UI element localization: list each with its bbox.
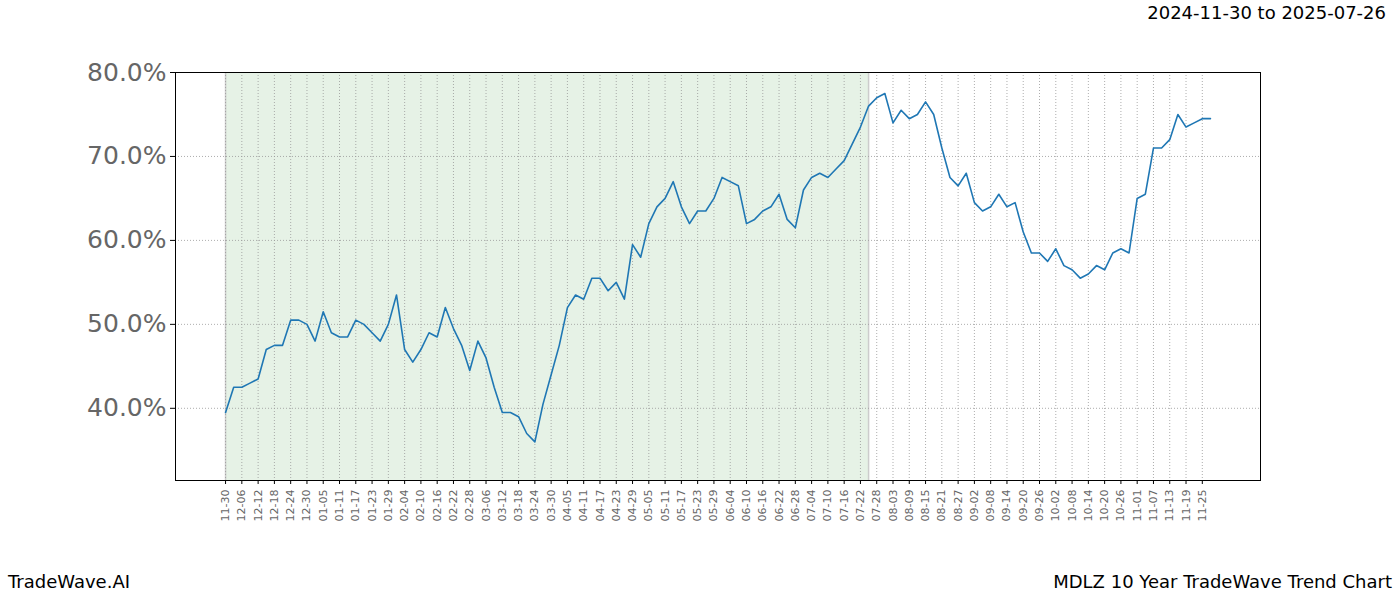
svg-text:07-10: 07-10 (821, 490, 834, 522)
svg-text:05-17: 05-17 (675, 490, 688, 522)
svg-text:70.0%: 70.0% (87, 141, 166, 170)
svg-text:02-28: 02-28 (463, 490, 476, 522)
svg-text:01-23: 01-23 (366, 490, 379, 522)
svg-text:12-06: 12-06 (235, 490, 248, 522)
svg-text:10-26: 10-26 (1114, 490, 1127, 522)
svg-text:04-23: 04-23 (610, 490, 623, 522)
svg-text:09-20: 09-20 (1017, 490, 1030, 522)
svg-text:08-21: 08-21 (935, 490, 948, 522)
svg-text:01-11: 01-11 (333, 490, 346, 522)
svg-text:02-22: 02-22 (447, 490, 460, 522)
svg-text:03-12: 03-12 (496, 490, 509, 522)
svg-text:09-08: 09-08 (984, 490, 997, 522)
svg-text:12-30: 12-30 (300, 490, 313, 522)
svg-text:08-15: 08-15 (919, 490, 932, 522)
svg-text:02-10: 02-10 (414, 490, 427, 522)
svg-text:50.0%: 50.0% (87, 309, 166, 338)
svg-text:03-18: 03-18 (512, 490, 525, 522)
svg-text:10-20: 10-20 (1098, 490, 1111, 522)
svg-text:08-03: 08-03 (887, 490, 900, 522)
svg-text:09-14: 09-14 (1000, 490, 1013, 522)
svg-text:07-04: 07-04 (805, 490, 818, 522)
svg-text:11-07: 11-07 (1147, 490, 1160, 522)
svg-text:08-27: 08-27 (952, 490, 965, 522)
svg-text:01-29: 01-29 (382, 490, 395, 522)
svg-text:05-29: 05-29 (707, 490, 720, 522)
svg-text:80.0%: 80.0% (87, 58, 166, 87)
svg-text:11-01: 11-01 (1131, 490, 1144, 522)
svg-text:06-10: 06-10 (740, 490, 753, 522)
svg-text:07-28: 07-28 (870, 490, 883, 522)
svg-text:06-28: 06-28 (789, 490, 802, 522)
svg-text:09-26: 09-26 (1033, 490, 1046, 522)
svg-text:10-08: 10-08 (1066, 490, 1079, 522)
svg-text:03-06: 03-06 (480, 490, 493, 522)
svg-text:11-25: 11-25 (1196, 490, 1209, 522)
svg-text:08-09: 08-09 (903, 490, 916, 522)
html-text:2024-11-30 to 2025-07-26: 2024-11-30 to 2025-07-26 (1147, 2, 1386, 23)
svg-text:12-24: 12-24 (284, 490, 297, 522)
svg-text:11-19: 11-19 (1180, 490, 1193, 522)
svg-text:03-24: 03-24 (528, 490, 541, 522)
html-text:TradeWave.AI: TradeWave.AI (8, 571, 130, 592)
svg-text:04-29: 04-29 (626, 490, 639, 522)
svg-text:05-05: 05-05 (642, 490, 655, 522)
svg-text:02-16: 02-16 (431, 490, 444, 522)
svg-text:12-18: 12-18 (268, 490, 281, 522)
svg-text:06-04: 06-04 (724, 490, 737, 522)
svg-text:04-17: 04-17 (593, 490, 606, 522)
svg-text:10-02: 10-02 (1049, 490, 1062, 522)
svg-text:04-05: 04-05 (561, 490, 574, 522)
svg-text:10-14: 10-14 (1082, 490, 1095, 522)
svg-text:07-22: 07-22 (854, 490, 867, 522)
svg-text:02-04: 02-04 (398, 490, 411, 522)
svg-text:05-11: 05-11 (659, 490, 672, 522)
svg-text:11-30: 11-30 (219, 490, 232, 522)
html-text:MDLZ 10 Year TradeWave Trend C: MDLZ 10 Year TradeWave Trend Chart (1053, 571, 1392, 592)
svg-text:11-13: 11-13 (1163, 490, 1176, 522)
svg-text:09-02: 09-02 (968, 490, 981, 522)
svg-text:01-05: 01-05 (317, 490, 330, 522)
svg-text:06-22: 06-22 (773, 490, 786, 522)
svg-text:07-16: 07-16 (838, 490, 851, 522)
svg-text:04-11: 04-11 (577, 490, 590, 522)
svg-text:03-30: 03-30 (545, 490, 558, 522)
svg-text:40.0%: 40.0% (87, 393, 166, 422)
svg-text:06-16: 06-16 (756, 490, 769, 522)
svg-text:01-17: 01-17 (349, 490, 362, 522)
svg-text:05-23: 05-23 (691, 490, 704, 522)
svg-text:12-12: 12-12 (252, 490, 265, 522)
svg-text:60.0%: 60.0% (87, 225, 166, 254)
